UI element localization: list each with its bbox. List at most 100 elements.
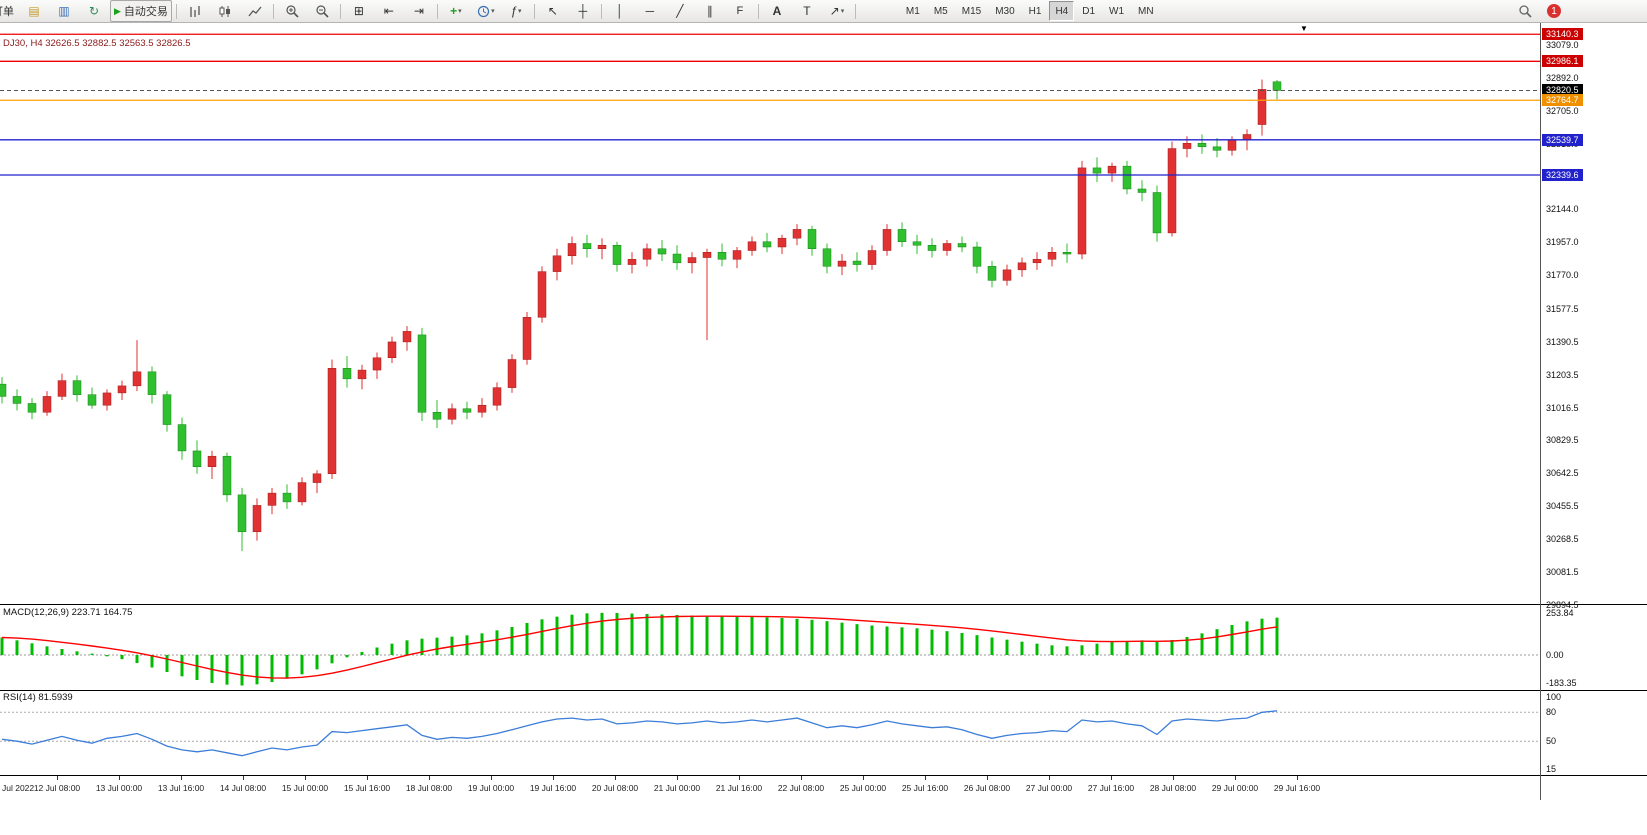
time-axis-label: 28 Jul 08:00 bbox=[1149, 783, 1197, 793]
time-axis-tick bbox=[801, 776, 802, 780]
chart-shift-button[interactable]: ⇤ bbox=[375, 0, 403, 22]
price-axis[interactable]: 33079.032892.032705.032518.032331.032144… bbox=[1541, 0, 1647, 835]
time-axis-label: 27 Jul 16:00 bbox=[1087, 783, 1135, 793]
search-button[interactable] bbox=[1511, 0, 1539, 22]
price-axis-label: 30081.5 bbox=[1546, 566, 1579, 577]
price-axis-label: 31016.5 bbox=[1546, 402, 1579, 413]
timeframe-M1[interactable]: M1 bbox=[905, 5, 920, 17]
time-axis-label: 13 Jul 00:00 bbox=[95, 783, 143, 793]
new-chart-icon: + bbox=[450, 4, 458, 18]
panel-separator[interactable] bbox=[0, 690, 1647, 691]
notification-count: 1 bbox=[1551, 5, 1557, 17]
label-tool-icon: T bbox=[803, 4, 811, 18]
toolbar-separator bbox=[272, 3, 274, 19]
time-axis-tick bbox=[1173, 776, 1174, 780]
auto-scroll-button[interactable]: ⇥ bbox=[405, 0, 433, 22]
line-chart-icon bbox=[248, 6, 262, 16]
price-axis-label: 33079.0 bbox=[1546, 40, 1579, 50]
panel-separator[interactable] bbox=[0, 604, 1647, 605]
timeframe-M5[interactable]: M5 bbox=[933, 5, 948, 17]
zoom-out-button[interactable] bbox=[308, 0, 336, 22]
new-order-button[interactable]: ▤ bbox=[20, 0, 48, 22]
toolbar-separator bbox=[533, 3, 535, 19]
candlestick-chart-button[interactable] bbox=[211, 0, 239, 22]
period-button[interactable]: ▾ bbox=[472, 0, 500, 22]
time-axis-tick bbox=[863, 776, 864, 780]
time-axis-label: 26 Jul 08:00 bbox=[963, 783, 1011, 793]
new-chart-button[interactable]: + ▾ bbox=[442, 0, 470, 22]
price-axis-label: 30268.5 bbox=[1546, 534, 1579, 545]
horizontal-line-button[interactable]: ─ bbox=[636, 0, 664, 22]
time-axis-label: 29 Jul 16:00 bbox=[1273, 783, 1321, 793]
zoom-in-button[interactable] bbox=[278, 0, 306, 22]
label-tool-button[interactable]: T bbox=[793, 0, 821, 22]
timeframe-W1[interactable]: W1 bbox=[1109, 5, 1125, 17]
toolbar-separator bbox=[757, 3, 759, 19]
time-axis-tick bbox=[491, 776, 492, 780]
trendline-icon: ╱ bbox=[676, 4, 684, 18]
timeframe-M30[interactable]: M30 bbox=[995, 5, 1015, 17]
bar-chart-button[interactable] bbox=[181, 0, 209, 22]
price-axis-label: 31390.5 bbox=[1546, 336, 1579, 347]
price-axis-label: 32144.0 bbox=[1546, 204, 1579, 215]
order-button[interactable]: 订单 bbox=[0, 0, 18, 22]
search-icon bbox=[1519, 5, 1532, 18]
toolbar-separator bbox=[175, 3, 177, 19]
time-axis-tick bbox=[429, 776, 430, 780]
rsi-axis-label: 15 bbox=[1546, 764, 1557, 774]
time-axis-label: 19 Jul 00:00 bbox=[467, 783, 515, 793]
market-watch-icon: ▥ bbox=[58, 4, 70, 18]
time-axis-tick bbox=[1111, 776, 1112, 780]
toolbar-separator bbox=[854, 3, 856, 19]
time-axis-label: 13 Jul 16:00 bbox=[157, 783, 205, 793]
zoom-out-icon bbox=[316, 5, 329, 18]
time-axis-tick bbox=[243, 776, 244, 780]
time-axis-label: Jul 2022 bbox=[2, 783, 35, 793]
market-watch-button[interactable]: ▥ bbox=[50, 0, 78, 22]
timeframe-D1[interactable]: D1 bbox=[1082, 5, 1096, 17]
trendline-button[interactable]: ╱ bbox=[666, 0, 694, 22]
refresh-button[interactable]: ↻ bbox=[80, 0, 108, 22]
rsi-axis-label: 80 bbox=[1546, 707, 1557, 718]
fibonacci-icon: F bbox=[736, 4, 744, 17]
time-axis-tick bbox=[119, 776, 120, 780]
price-axis-label: 29894.5 bbox=[1546, 599, 1579, 610]
indicators-button[interactable]: ƒ ▾ bbox=[502, 0, 530, 22]
refresh-icon: ↻ bbox=[88, 4, 100, 18]
rsi-indicator-label: RSI(14) 81.5939 bbox=[3, 692, 73, 703]
tile-windows-button[interactable]: ⊞ bbox=[345, 0, 373, 22]
auto-trading-button[interactable]: ▶ 自动交易 bbox=[110, 0, 172, 22]
price-axis-separator[interactable] bbox=[1540, 22, 1541, 800]
time-axis-label: 15 Jul 16:00 bbox=[343, 783, 391, 793]
panel-separator[interactable] bbox=[0, 775, 1647, 776]
fibonacci-button[interactable]: F bbox=[726, 0, 754, 22]
auto-scroll-icon: ⇥ bbox=[413, 4, 424, 18]
new-order-icon: ▤ bbox=[28, 4, 40, 18]
time-axis-label: 14 Jul 08:00 bbox=[219, 783, 267, 793]
time-axis-label: 21 Jul 16:00 bbox=[715, 783, 763, 793]
time-axis-label: 25 Jul 00:00 bbox=[839, 783, 887, 793]
cursor-button[interactable]: ↖ bbox=[539, 0, 567, 22]
notification-badge[interactable]: 1 bbox=[1547, 4, 1561, 18]
vertical-line-button[interactable]: │ bbox=[606, 0, 634, 22]
text-tool-button[interactable]: A bbox=[763, 0, 791, 22]
line-chart-button[interactable] bbox=[241, 0, 269, 22]
timeframe-M15[interactable]: M15 bbox=[961, 5, 982, 17]
price-level-badge: 32764.7 bbox=[1542, 94, 1583, 107]
clock-icon bbox=[478, 5, 490, 17]
macd-indicator-label: MACD(12,26,9) 223.71 164.75 bbox=[3, 607, 133, 618]
arrows-tool-button[interactable]: ↗ ▾ bbox=[823, 0, 851, 22]
timeframe-MN[interactable]: MN bbox=[1138, 5, 1154, 17]
toolbar-separator bbox=[600, 3, 602, 19]
time-axis-tick bbox=[553, 776, 554, 780]
timeframe-H1[interactable]: H1 bbox=[1028, 5, 1042, 17]
price-axis-label: 30829.5 bbox=[1546, 435, 1579, 446]
channel-button[interactable]: ∥ bbox=[696, 0, 724, 22]
chevron-down-icon: ▾ bbox=[458, 8, 462, 15]
time-axis[interactable]: Jul 2022 12 Jul 08:00 13 Jul 00:00 13 Jul 1… bbox=[0, 776, 1647, 800]
chevron-down-icon: ▾ bbox=[491, 8, 495, 15]
chevron-down-icon: ▾ bbox=[840, 8, 845, 15]
timeframe-H4[interactable]: H4 bbox=[1049, 1, 1075, 21]
crosshair-button[interactable]: ┼ bbox=[569, 0, 597, 22]
